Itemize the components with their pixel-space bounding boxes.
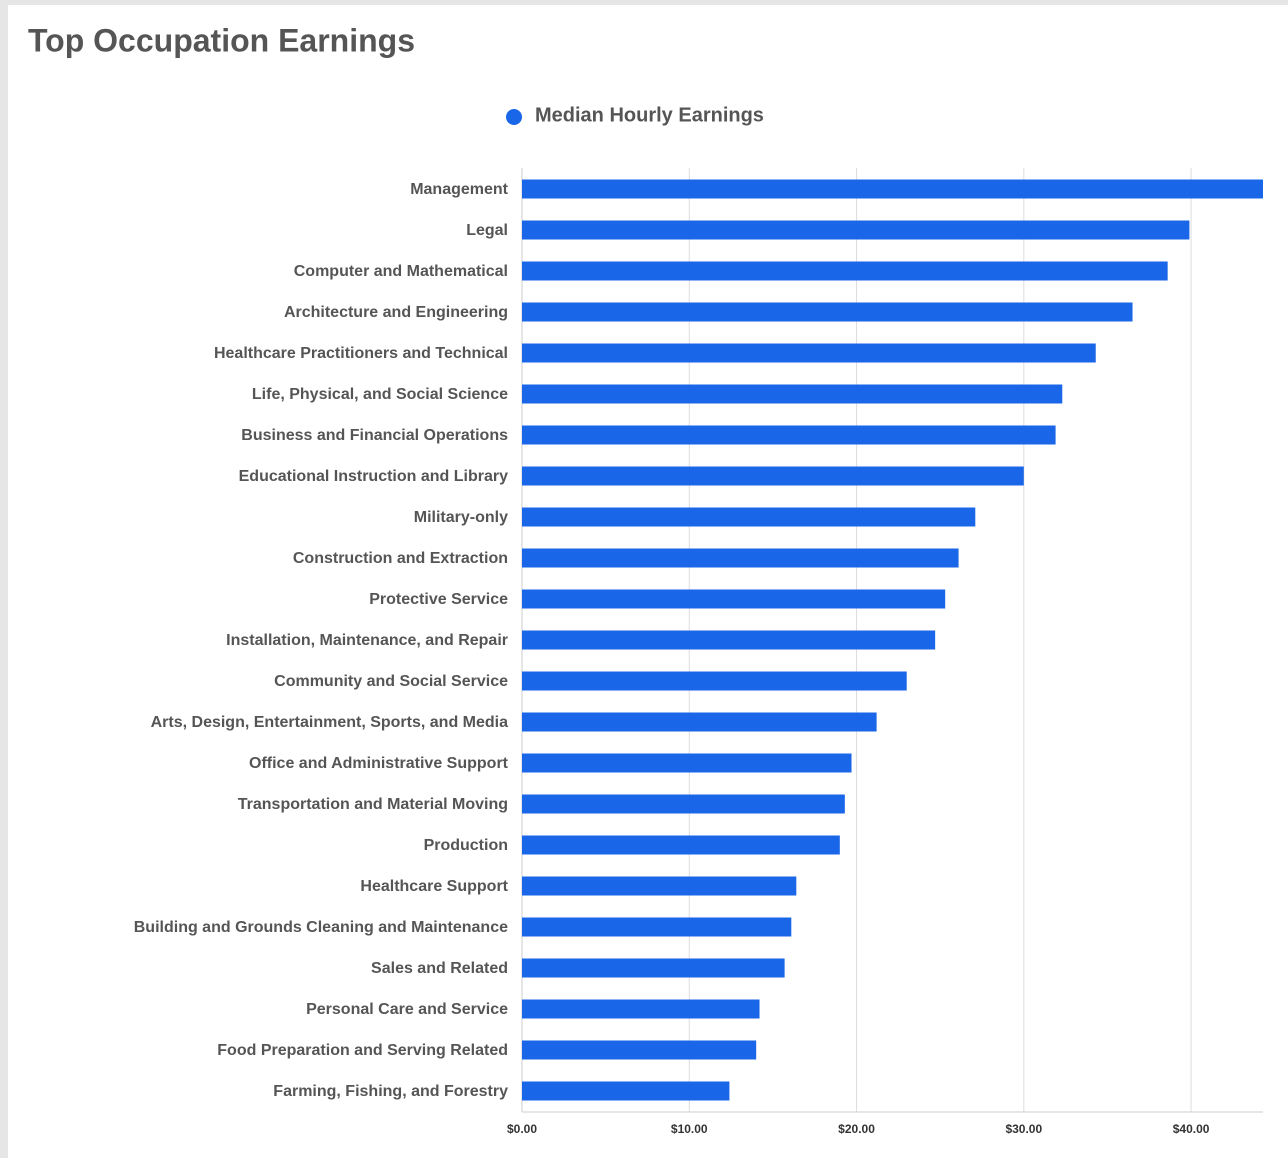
y-tick-label: Business and Financial Operations [241,427,508,444]
bar [522,1040,757,1060]
bar [522,630,936,650]
bar [522,794,845,814]
bar [522,712,877,732]
bar [522,548,959,568]
x-tick-label: $40.00 [1173,1122,1210,1136]
bar [522,343,1096,363]
bar [522,220,1190,240]
y-tick-label: Food Preparation and Serving Related [217,1042,508,1059]
bar [522,1081,730,1101]
y-tick-label: Protective Service [369,591,508,608]
card [8,5,1288,1158]
bar [522,999,760,1019]
bar [522,589,946,609]
y-tick-label: Production [424,837,508,854]
y-tick-label: Building and Grounds Cleaning and Mainte… [134,919,508,936]
y-tick-label: Management [410,181,508,198]
y-tick-label: Sales and Related [371,960,508,977]
bar [522,507,976,527]
bar [522,179,1263,199]
bar [522,876,797,896]
bar [522,753,852,773]
bar [522,917,792,937]
bar [522,425,1056,445]
x-tick-label: $30.00 [1005,1122,1042,1136]
bar [522,261,1168,281]
y-tick-label: Healthcare Practitioners and Technical [214,345,508,362]
y-tick-label: Educational Instruction and Library [239,468,508,485]
legend-marker [506,109,522,125]
x-tick-label: $10.00 [671,1122,708,1136]
y-tick-label: Computer and Mathematical [294,263,508,280]
x-tick-label: $20.00 [838,1122,875,1136]
chart-title: Top Occupation Earnings [28,22,415,58]
y-tick-label: Architecture and Engineering [284,304,508,321]
y-tick-label: Arts, Design, Entertainment, Sports, and… [151,714,508,731]
y-tick-label: Life, Physical, and Social Science [252,386,508,403]
y-tick-label: Construction and Extraction [293,550,508,567]
x-tick-label: $0.00 [507,1122,537,1136]
y-tick-label: Transportation and Material Moving [238,796,508,813]
y-tick-label: Personal Care and Service [306,1001,508,1018]
bar [522,384,1063,404]
bar [522,302,1133,322]
bar [522,466,1024,486]
y-tick-label: Installation, Maintenance, and Repair [226,632,508,649]
y-tick-label: Healthcare Support [360,878,508,895]
bar [522,835,840,855]
y-tick-label: Office and Administrative Support [249,755,509,772]
y-tick-label: Farming, Fishing, and Forestry [273,1083,508,1100]
y-tick-label: Community and Social Service [274,673,508,690]
bar [522,671,907,691]
legend-label: Median Hourly Earnings [535,104,764,126]
y-tick-label: Legal [466,222,508,239]
y-tick-label: Military-only [414,509,508,526]
bar [522,958,785,978]
